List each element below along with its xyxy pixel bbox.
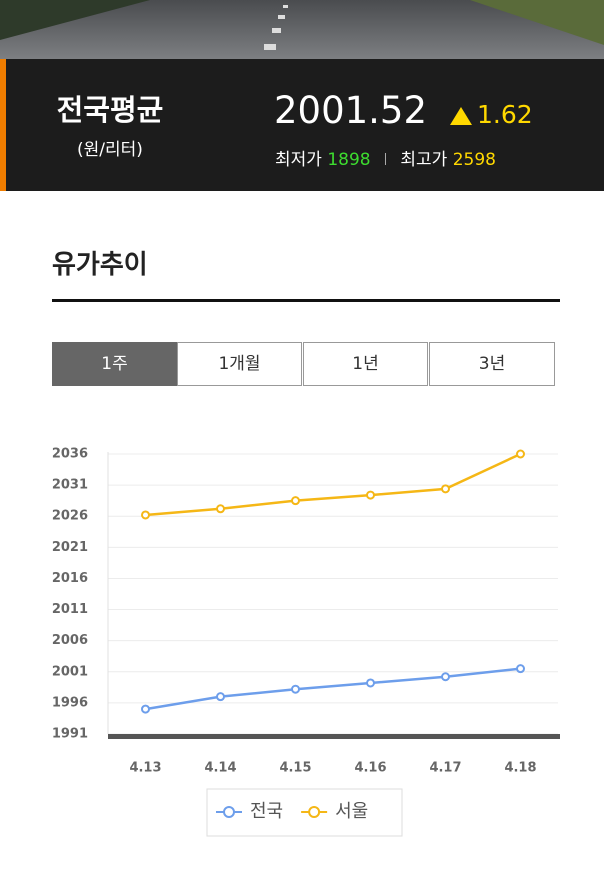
legend-marker (308, 806, 321, 818)
separator (385, 153, 386, 165)
legend-marker (223, 806, 235, 818)
legend-label: 서울 (335, 801, 368, 822)
y-tick-label: 2031 (52, 478, 88, 493)
x-tick-label: 4.15 (279, 761, 311, 776)
low-price: 1898 (327, 150, 371, 170)
y-tick-label: 2001 (52, 664, 88, 679)
low-label: 최저가 (275, 150, 322, 170)
header-unit: (원/리터) (77, 140, 143, 160)
y-tick-label: 2021 (52, 540, 88, 555)
point (366, 678, 375, 688)
point (441, 484, 450, 494)
title-rule (52, 299, 560, 302)
point (141, 704, 150, 714)
point (141, 510, 150, 520)
price-change: 1.62 (477, 100, 533, 129)
y-tick-label: 2036 (52, 447, 88, 462)
high-label: 최고가 (400, 150, 448, 170)
average-price: 2001.52 (274, 89, 428, 132)
tab[interactable]: 1주 (52, 342, 177, 386)
x-tick-label: 4.16 (354, 761, 386, 776)
x-axis (108, 734, 560, 739)
price-header: 전국평균 (원/리터) 2001.52 1.62 최저가 1898 최고가 25… (0, 59, 604, 191)
x-tick-label: 4.17 (429, 761, 461, 776)
point (516, 449, 525, 459)
header-title: 전국평균 (56, 93, 164, 127)
road-banner (0, 0, 604, 59)
tab[interactable]: 1개월 (177, 342, 302, 386)
series-line (145, 667, 521, 711)
point (516, 664, 525, 674)
high-price: 2598 (452, 150, 496, 170)
section-title: 유가추이 (52, 250, 148, 280)
point (216, 692, 225, 702)
y-tick-label: 2011 (52, 602, 88, 617)
legend-label: 전국 (250, 801, 283, 822)
y-tick-label: 2026 (52, 509, 88, 524)
y-tick-label: 1996 (52, 695, 88, 710)
y-tick-label: 2016 (52, 571, 88, 586)
point (441, 672, 450, 682)
point (291, 684, 300, 694)
up-arrow (450, 107, 472, 125)
point (291, 496, 300, 506)
min-max: 최저가 1898 최고가 2598 (275, 145, 496, 170)
x-tick-label: 4.14 (204, 761, 236, 776)
x-tick-label: 4.13 (129, 761, 161, 776)
y-tick-label: 1991 (52, 727, 88, 742)
tab[interactable]: 1년 (303, 342, 428, 386)
point (216, 504, 225, 514)
series-line (145, 452, 522, 517)
x-tick-label: 4.18 (504, 761, 536, 776)
tab[interactable]: 3년 (429, 342, 555, 386)
point (366, 490, 375, 500)
y-tick-label: 2006 (52, 633, 88, 648)
accent-bar (0, 59, 6, 191)
